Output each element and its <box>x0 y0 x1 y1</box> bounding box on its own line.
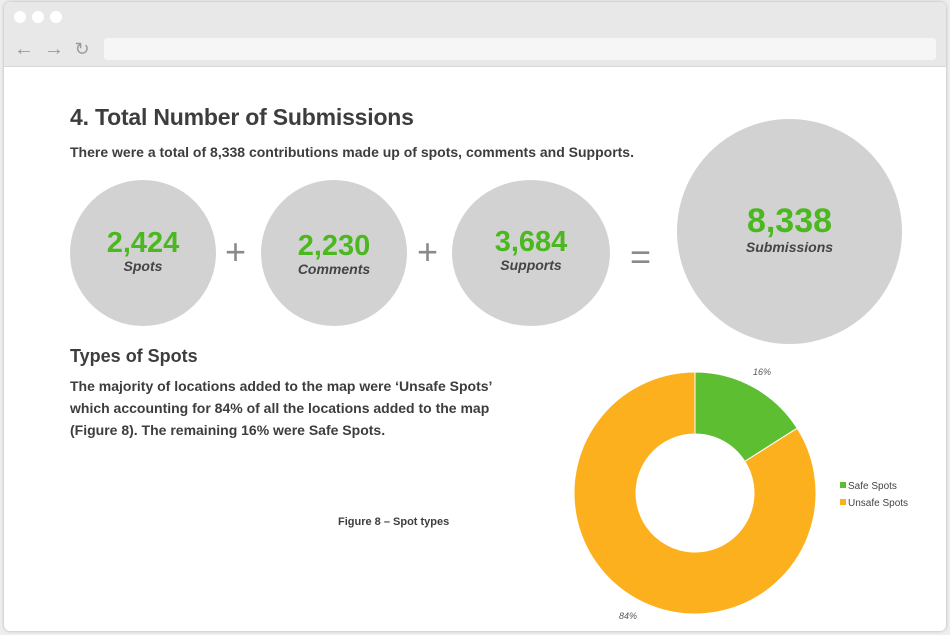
plus-operator: + <box>225 231 247 272</box>
total-circle: 8,338 Submissions <box>677 119 902 344</box>
total-label: Submissions <box>745 239 834 255</box>
stat-label: Supports <box>500 257 562 273</box>
donut-slice-unsafe-spots <box>573 371 817 615</box>
figure-caption: Figure 8 – Spot types <box>338 516 450 528</box>
slice-value-label: 16% <box>753 367 771 377</box>
legend-label: Safe Spots <box>848 481 897 492</box>
donut-chart-svg: 16% 84% Safe Spots Unsafe Spots <box>573 367 908 621</box>
total-value: 8,338 <box>746 202 833 240</box>
browser-window: ← → ↻ 4. Total Number of Submissions The… <box>4 2 946 631</box>
stat-circle-spots: 2,424 Spots <box>70 180 216 326</box>
window-dot-minimize[interactable] <box>32 11 44 23</box>
title-bar <box>4 2 946 32</box>
address-bar[interactable] <box>104 38 936 60</box>
stat-circle-supports: 3,684 Supports <box>452 180 610 326</box>
slice-value-label: 84% <box>619 611 637 621</box>
legend-swatch <box>840 482 846 488</box>
legend-swatch <box>840 499 846 505</box>
stat-value: 2,230 <box>297 230 371 262</box>
page-content: 4. Total Number of Submissions There wer… <box>4 67 946 631</box>
stat-label: Spots <box>123 258 163 274</box>
stat-circle-comments: 2,230 Comments <box>261 180 407 326</box>
window-dot-maximize[interactable] <box>50 11 62 23</box>
plus-operator: + <box>417 231 439 272</box>
stat-value: 2,424 <box>106 227 180 259</box>
section-title: 4. Total Number of Submissions <box>70 104 414 130</box>
spot-types-chart: 16% 84% Safe Spots Unsafe Spots <box>544 357 944 631</box>
equals-operator: = <box>630 236 652 277</box>
spots-paragraph: The majority of locations added to the m… <box>70 378 492 438</box>
back-arrow-icon[interactable]: ← <box>14 38 34 60</box>
stat-value: 3,684 <box>494 226 568 258</box>
window-dot-close[interactable] <box>14 11 26 23</box>
section-lead: There were a total of 8,338 contribution… <box>70 144 634 160</box>
forward-arrow-icon[interactable]: → <box>44 38 64 60</box>
stat-label: Comments <box>297 261 371 277</box>
reload-icon[interactable]: ↻ <box>74 39 90 59</box>
spots-heading: Types of Spots <box>70 346 198 366</box>
browser-toolbar: ← → ↻ <box>4 32 946 67</box>
legend-label: Unsafe Spots <box>848 498 908 509</box>
